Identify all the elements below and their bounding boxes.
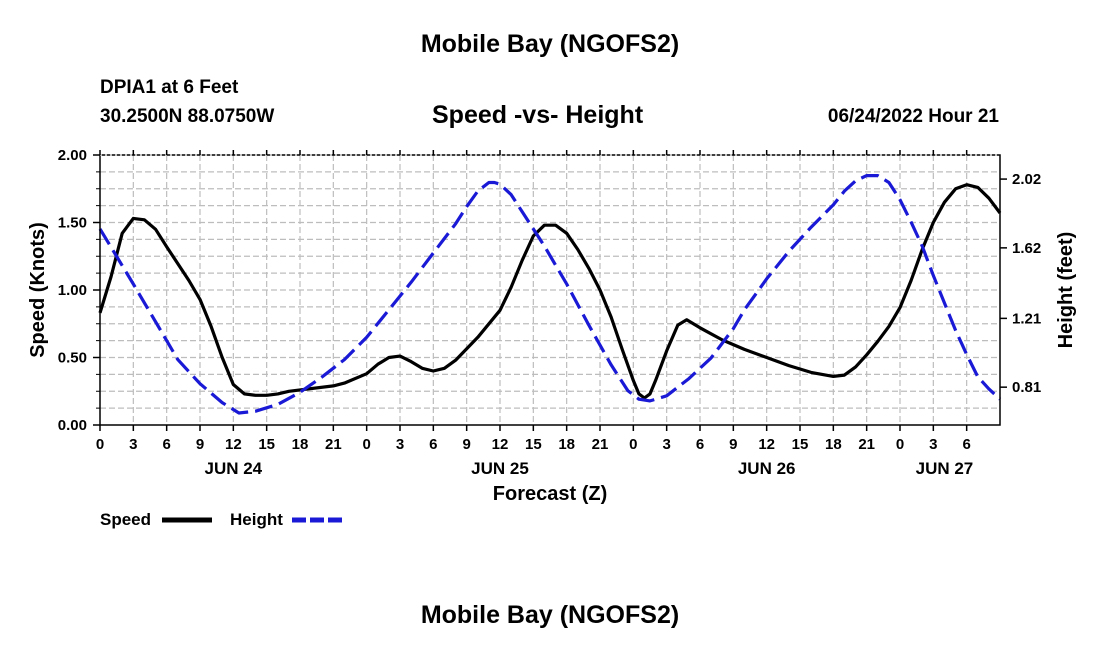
y-right-tick-label: 1.21 [1012, 310, 1041, 327]
y-right-tick-label: 1.62 [1012, 240, 1041, 257]
x-tick-label: 21 [325, 436, 342, 453]
x-date-label: JUN 24 [205, 459, 263, 478]
series-line-speed [98, 183, 1002, 400]
legend-height-label: Height [230, 510, 283, 529]
chart-series [98, 174, 1002, 415]
y-left-tick-label: 1.50 [58, 215, 87, 232]
x-tick-label: 12 [492, 436, 509, 453]
x-tick-label: 3 [129, 436, 137, 453]
x-tick-label: 3 [396, 436, 404, 453]
y-left-axis-title: Speed (Knots) [27, 222, 49, 358]
x-tick-label: 0 [896, 436, 904, 453]
chart-legend: Speed Height [100, 510, 342, 529]
legend-speed-label: Speed [100, 510, 151, 529]
y-right-tick-label: 2.02 [1012, 171, 1041, 188]
chart-footer-title: Mobile Bay (NGOFS2) [420, 601, 680, 629]
station-coords: 30.2500N 88.0750W [100, 106, 275, 127]
x-tick-label: 15 [792, 436, 809, 453]
speed-height-chart: 0 3 6 9 12 15 18 21 0 3 6 9 12 15 18 21 0 3 6 9 12 15 18 21 0 3 6 J… [27, 147, 1077, 529]
x-tick-label: 6 [162, 436, 170, 453]
chart-grid [100, 155, 1000, 425]
x-date-label: JUN 27 [916, 459, 974, 478]
x-tick-label: 18 [558, 436, 575, 453]
x-tick-label: 18 [292, 436, 309, 453]
x-tick-label: 6 [429, 436, 437, 453]
x-tick-label: 6 [962, 436, 970, 453]
x-axis-title: Forecast (Z) [493, 483, 607, 505]
x-tick-label: 15 [525, 436, 542, 453]
chart-axes: 0 3 6 9 12 15 18 21 0 3 6 9 12 15 18 21 0 3 6 9 12 15 18 21 0 3 6 J… [27, 147, 1077, 505]
x-tick-label: 3 [662, 436, 670, 453]
y-left-tick-label: 1.00 [58, 282, 87, 299]
x-tick-label: 21 [592, 436, 609, 453]
x-tick-label: 9 [462, 436, 470, 453]
y-left-tick-label: 0.00 [58, 417, 87, 434]
x-tick-label: 15 [258, 436, 275, 453]
chart-main-title: Mobile Bay (NGOFS2) [420, 30, 680, 58]
chart-subtitle: Speed -vs- Height [432, 101, 644, 129]
y-left-tick-label: 0.50 [58, 350, 87, 367]
x-tick-label: 6 [696, 436, 704, 453]
x-date-label: JUN 26 [738, 459, 796, 478]
series-line-height [98, 174, 1002, 415]
x-tick-label: 9 [729, 436, 737, 453]
x-tick-label: 9 [196, 436, 204, 453]
x-tick-label: 0 [362, 436, 370, 453]
station-label: DPIA1 at 6 Feet [100, 77, 239, 98]
y-left-tick-label: 2.00 [58, 147, 87, 164]
x-tick-label: 0 [96, 436, 104, 453]
forecast-datetime: 06/24/2022 Hour 21 [827, 106, 999, 127]
x-date-label: JUN 25 [471, 459, 529, 478]
y-right-tick-label: 0.81 [1012, 379, 1041, 396]
x-tick-label: 21 [858, 436, 875, 453]
x-tick-label: 12 [758, 436, 775, 453]
x-tick-label: 0 [629, 436, 637, 453]
x-tick-label: 18 [825, 436, 842, 453]
x-tick-label: 12 [225, 436, 242, 453]
x-tick-label: 3 [929, 436, 937, 453]
y-right-axis-title: Height (feet) [1055, 232, 1077, 349]
